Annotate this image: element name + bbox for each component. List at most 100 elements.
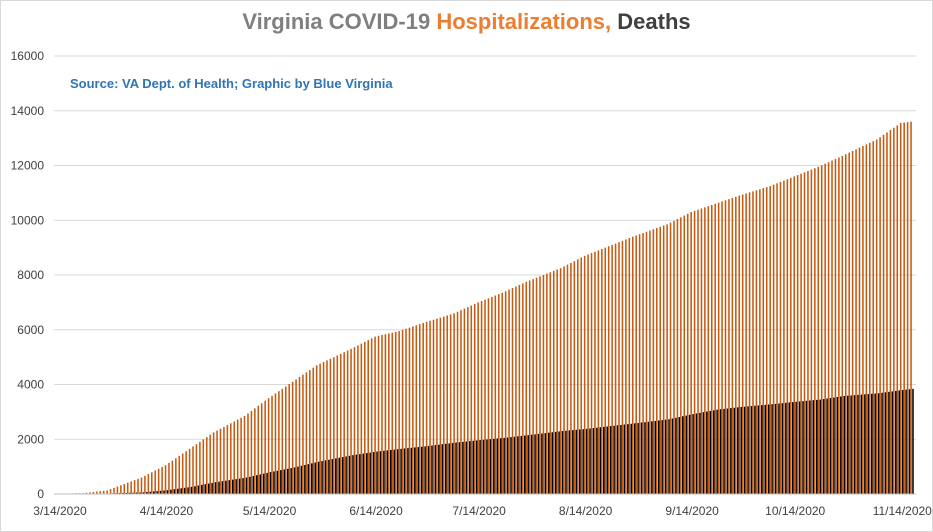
deaths-bar [736,407,739,494]
hospitalizations-bar [577,259,579,494]
hospitalizations-bar [903,122,905,495]
hospitalizations-bar [628,238,631,494]
deaths-bar [661,420,663,494]
hospitalizations-bar [216,430,218,494]
hospitalizations-bar [790,177,792,494]
hospitalizations-bar [851,150,854,494]
hospitalizations-bar [748,192,751,494]
deaths-bar [671,418,674,494]
hospitalizations-bar [223,426,225,494]
hospitalizations-bar [446,315,449,494]
hospitalizations-bar [844,154,847,494]
deaths-bar [355,454,358,494]
hospitalizations-bar [810,169,813,494]
deaths-bar [352,455,354,494]
hospitalizations-bar [714,203,716,494]
deaths-bar [204,484,207,494]
hospitalizations-bar [676,219,679,494]
hospitalizations-bar [226,425,229,494]
deaths-bar [335,458,337,494]
deaths-bar [843,395,846,494]
hospitalizations-bar [704,207,706,494]
deaths-bar [857,394,859,494]
hospitalizations-bar [233,421,236,494]
hospitalizations-bar [491,296,493,494]
hospitalizations-bar [614,243,617,494]
hospitalizations-bar [642,232,644,494]
hospitalizations-bar [710,204,713,494]
hospitalizations-bar [260,403,263,494]
deaths-bar [163,490,165,494]
hospitalizations-bar [731,197,734,494]
deaths-bar [221,481,224,494]
hospitalizations-bar [205,437,208,494]
deaths-bar [403,448,406,494]
hospitalizations-bar [367,340,369,494]
hospitalizations-bar [284,386,287,494]
deaths-bar [177,488,179,494]
hospitalizations-bar [460,310,462,494]
hospitalizations-bar [467,307,469,494]
hospitalizations-bar [673,220,675,494]
hospitalizations-bar [525,281,528,494]
deaths-bar [386,450,389,494]
hospitalizations-bar [834,159,837,495]
deaths-bar [657,420,660,494]
hospitalizations-bar [552,270,555,494]
x-tick-label: 7/14/2020 [452,504,506,518]
deaths-bar [802,401,804,494]
hospitalizations-bar [759,189,761,494]
hospitalizations-bar [910,121,912,494]
deaths-bar [850,395,852,494]
hospitalizations-bar [580,257,582,494]
hospitalizations-bar [219,428,222,494]
y-tick-label: 8000 [17,268,44,282]
deaths-bar [630,423,633,494]
hospitalizations-bar [831,160,833,494]
hospitalizations-bar [793,176,795,494]
x-tick-label: 6/14/2020 [349,504,403,518]
deaths-bar [548,432,550,494]
deaths-bar [190,486,193,494]
deaths-bar [699,412,701,494]
hospitalizations-bar [480,301,483,494]
hospitalizations-bar [178,455,181,494]
hospitalizations-bar [721,201,723,494]
deaths-bar [393,449,395,494]
y-tick-label: 6000 [17,323,44,337]
source-annotation: Source: VA Dept. of Health; Graphic by B… [70,76,393,91]
hospitalizations-bar [360,343,363,494]
deaths-bar [840,396,842,494]
deaths-bar [444,443,447,494]
hospitalizations-bar [779,181,782,495]
deaths-bar [647,421,650,494]
hospitalizations-bar [463,308,466,494]
hospitalizations-bar [199,441,201,494]
hospitalizations-bar [693,210,696,494]
hospitalizations-bar [594,251,596,494]
hospitalizations-bar [522,283,524,494]
chart-title-part-1: Virginia COVID-19 [242,9,437,34]
hospitalizations-bar [666,224,668,494]
deaths-bar [692,414,694,494]
hospitalizations-bar [728,199,730,494]
hospitalizations-bar [312,367,315,494]
hospitalizations-bar [343,352,345,494]
hospitalizations-bar [319,363,321,494]
hospitalizations-bar [604,247,607,494]
deaths-bar [197,485,200,494]
hospitalizations-bar [814,168,816,495]
hospitalizations-bar [449,314,452,494]
hospitalizations-bar [735,196,737,495]
hospitalizations-bar [329,358,332,494]
deaths-bar [682,416,684,494]
deaths-bar [128,492,131,494]
hospitalizations-bar [422,322,424,494]
x-tick-label: 9/14/2020 [665,504,719,518]
hospitalizations-bar [858,147,861,495]
hospitalizations-bar [171,460,174,494]
deaths-bar [424,446,426,494]
deaths-bar [719,409,722,494]
deaths-bar [898,390,901,494]
deaths-bar [369,452,371,494]
